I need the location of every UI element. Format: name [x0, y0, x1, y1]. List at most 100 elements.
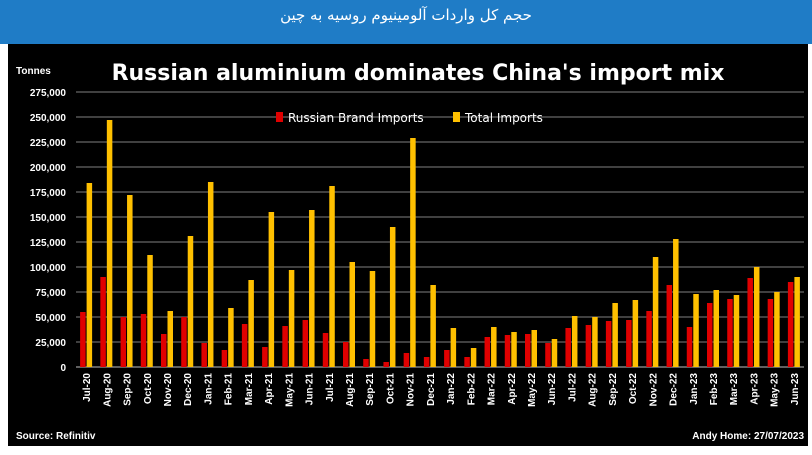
bar-russian-brand — [525, 334, 531, 367]
bar-total-imports — [167, 311, 173, 367]
header-title: حجم کل واردات آلومینیوم روسیه به چین — [280, 6, 532, 24]
chart-panel: Russian aluminium dominates China's impo… — [8, 44, 808, 446]
bar-total-imports — [794, 277, 800, 367]
x-tick-label: Feb-23 — [709, 373, 720, 406]
y-tick-label: 225,000 — [30, 138, 67, 149]
x-tick-label: May-22 — [527, 373, 538, 407]
bar-total-imports — [430, 285, 436, 367]
bar-russian-brand — [747, 278, 753, 367]
x-tick-label: Aug-21 — [345, 373, 356, 407]
bar-russian-brand — [322, 333, 329, 367]
bar-russian-brand — [727, 299, 733, 367]
x-tick-label: Jul-21 — [325, 373, 336, 402]
x-tick-label: Aug-22 — [588, 373, 599, 407]
bar-total-imports — [288, 270, 295, 367]
bar-total-imports — [571, 316, 578, 367]
bar-total-imports — [187, 236, 194, 367]
bar-total-imports — [511, 332, 517, 367]
bar-russian-brand — [464, 357, 470, 367]
x-tick-label: Aug-20 — [102, 373, 113, 407]
bar-total-imports — [713, 290, 719, 367]
x-tick-label: Jun-21 — [305, 373, 316, 406]
bar-total-imports — [106, 120, 113, 367]
y-tick-label: 275,000 — [30, 88, 67, 99]
bar-total-imports — [86, 183, 93, 367]
x-tick-label: Mar-21 — [244, 373, 255, 406]
bar-total-imports — [470, 348, 477, 367]
y-tick-label: 125,000 — [30, 238, 67, 249]
x-tick-label: Mar-22 — [487, 373, 498, 406]
legend-swatch-russian — [276, 112, 283, 122]
x-tick-label: Feb-22 — [466, 373, 477, 406]
bar-russian-brand — [545, 343, 551, 367]
bar-total-imports — [551, 339, 558, 367]
x-tick-label: May-23 — [770, 373, 781, 407]
bar-russian-brand — [504, 335, 511, 367]
y-tick-label: 50,000 — [35, 313, 66, 324]
bar-russian-brand — [201, 343, 207, 367]
bar-russian-brand — [565, 328, 571, 367]
bar-total-imports — [652, 257, 659, 367]
bar-total-imports — [248, 280, 254, 367]
x-tick-label: Dec-21 — [426, 373, 437, 406]
y-tick-label: 75,000 — [35, 288, 66, 299]
x-tick-label: Jun-22 — [547, 373, 558, 406]
y-tick-label: 25,000 — [35, 338, 66, 349]
x-tick-label: Dec-20 — [183, 373, 194, 406]
bar-russian-brand — [140, 314, 147, 367]
bar-russian-brand — [343, 342, 349, 367]
x-tick-label: Jan-22 — [446, 373, 457, 405]
bar-russian-brand — [423, 357, 430, 367]
bar-total-imports — [147, 255, 153, 367]
bar-russian-brand — [787, 282, 794, 367]
bar-russian-brand — [646, 311, 652, 367]
bar-russian-brand — [241, 324, 248, 367]
bar-total-imports — [612, 303, 618, 367]
bar-russian-brand — [403, 353, 410, 367]
bar-total-imports — [410, 138, 416, 367]
bar-total-imports — [207, 182, 214, 367]
bar-russian-brand — [262, 347, 268, 367]
bar-russian-brand — [767, 299, 774, 367]
bar-total-imports — [329, 186, 335, 367]
x-tick-label: Feb-21 — [224, 373, 235, 406]
bar-russian-brand — [120, 317, 127, 367]
x-tick-label: Mar-23 — [729, 373, 740, 406]
x-tick-label: Jun-23 — [790, 373, 801, 406]
x-tick-label: Oct-21 — [385, 373, 396, 405]
x-tick-label: Nov-21 — [406, 373, 417, 407]
bar-total-imports — [733, 295, 740, 367]
bar-russian-brand — [161, 334, 167, 367]
x-tick-label: Oct-22 — [628, 373, 639, 405]
legend: Russian Brand Imports Total Imports — [276, 111, 543, 125]
y-tick-label: 150,000 — [30, 213, 67, 224]
bar-total-imports — [349, 262, 355, 367]
y-tick-labels: 0 25,000 50,000 75,000 100,000 125,000 150,000… — [30, 88, 67, 374]
bar-russian-brand — [282, 326, 288, 367]
legend-label-russian: Russian Brand Imports — [288, 111, 424, 125]
bar-russian-brand — [181, 317, 187, 367]
bar-russian-brand — [666, 285, 673, 367]
bar-russian-brand — [302, 320, 309, 367]
bar-total-imports — [309, 210, 315, 367]
bar-total-imports — [369, 271, 376, 367]
bar-total-imports — [774, 292, 780, 367]
x-tick-label: Nov-20 — [163, 373, 174, 407]
x-tick-label: Oct-20 — [143, 373, 154, 405]
bar-total-imports — [127, 195, 133, 367]
y-tick-label: 200,000 — [30, 163, 67, 174]
credit-note: Andy Home: 27/07/2023 — [692, 431, 804, 442]
x-tick-label: Sep-20 — [123, 373, 134, 406]
source-note: Source: Refinitiv — [16, 431, 96, 442]
y-tick-label: 100,000 — [30, 263, 67, 274]
bar-russian-brand — [221, 350, 228, 367]
chart-svg: Russian aluminium dominates China's impo… — [16, 61, 804, 442]
x-tick-labels: Jul-20 Aug-20 Sep-20 Oct-20 Nov-20 Dec-20 Jan-… — [82, 373, 801, 407]
bars — [80, 120, 800, 367]
x-tick-label: May-21 — [284, 373, 295, 407]
bar-russian-brand — [100, 277, 106, 367]
bar-total-imports — [531, 330, 537, 367]
x-tick-label: Jan-21 — [203, 373, 214, 405]
x-tick-label: Sep-22 — [608, 373, 619, 406]
